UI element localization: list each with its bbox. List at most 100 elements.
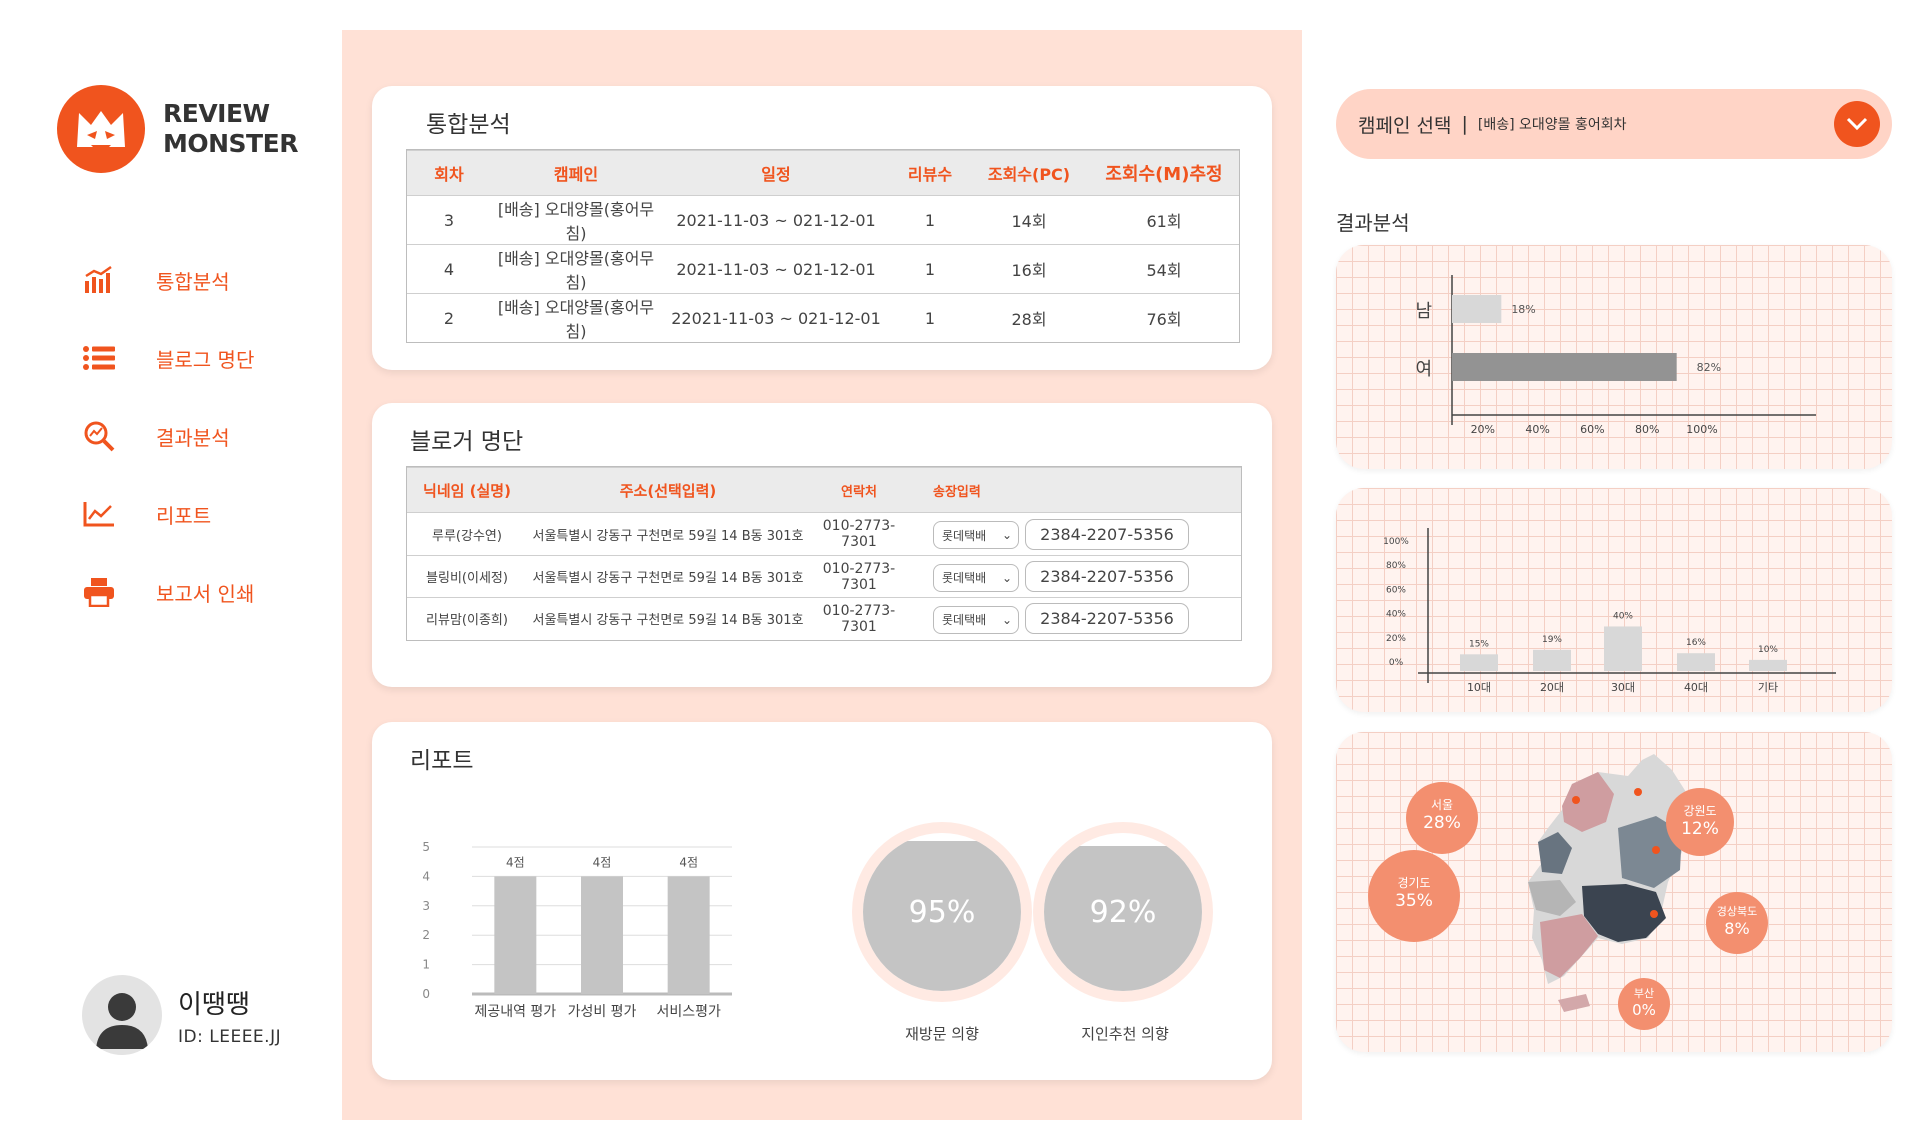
tracking-number-input[interactable]: 2384-2207-5356 [1025,603,1189,635]
brand-line-2: MONSTER [163,129,298,158]
age-bar [1533,649,1571,671]
sidebar-item-print-report[interactable]: 보고서 인쇄 [82,553,254,631]
bar-data-label: 15% [1469,639,1489,649]
age-bar [1460,654,1498,671]
blogger-table: 닉네임 (실명) 주소(선택입력) 연락처 송장입력 루루(강수연) 서울특별시… [406,466,1242,641]
region-bubble-gyeonggi[interactable]: 경기도 35% [1368,850,1460,942]
user-profile[interactable]: 이땡땡 ID: LEEEE.JJ [82,975,281,1055]
chevron-down-icon: ⌄ [1001,612,1012,627]
blogger-list-card: 블로거 명단 닉네임 (실명) 주소(선택입력) 연락처 송장입력 루루(강수연… [372,403,1272,687]
region-bubble-seoul[interactable]: 서울 28% [1406,782,1478,854]
age-chart-panel: 0% 20% 40% 60% 80% 100% 15% 10대 19% 20대 40% 30대 16% 4… [1336,488,1892,712]
table-row[interactable]: 2 [배송] 오대양몰(홍어무침) 22021-11-03 ~ 021-12-0… [407,293,1239,342]
table-header-row: 회차 캠페인 일정 리뷰수 조회수(PC) 조회수(M)추정 [407,150,1239,196]
y-tick-label: 100% [1383,537,1409,547]
carrier-value: 롯데택배 [942,613,987,628]
region-bubble-gangwon[interactable]: 강원도 12% [1666,788,1734,856]
cell-schedule: 2021-11-03 ~ 021-12-01 [676,210,876,230]
cell-nickname: 리뷰맘(이종희) [407,597,527,640]
region-value: 28% [1423,813,1461,833]
dropdown-button[interactable] [1834,101,1880,147]
cell-phone: 010-2773-7301 [809,597,909,640]
sidebar-item-result-analysis[interactable]: 결과분석 [82,397,254,475]
x-tick-label: 40% [1525,423,1549,436]
cell-campaign: [배송] 오대양몰(홍어무침) [491,293,661,342]
bar-data-label: 82% [1697,361,1721,374]
cell-views-mobile: 61회 [1146,212,1182,231]
revisit-value: 95% [908,895,976,930]
revisit-fill [863,840,1021,991]
cell-reviews: 1 [891,244,969,294]
cell-phone: 010-2773-7301 [822,518,896,550]
sidebar: REVIEW MONSTER 통합분석 블로그 명단 결과분석 [0,0,342,1130]
cell-phone: 010-2773-7301 [809,555,909,598]
cell-reviews: 1 [891,293,969,342]
revisit-ring: 95% [852,822,1032,1002]
cell-shipping: 롯데택배 ⌄ 2384-2207-5356 [909,513,1241,556]
carrier-value: 롯데택배 [942,528,987,543]
cell-views-pc: 14회 [1011,212,1047,231]
cell-nickname: 루루(강수연) [432,528,502,544]
x-tick-label: 20대 [1540,681,1564,694]
column-header: 회차 [407,150,491,196]
region-value: 0% [1632,1001,1656,1019]
recommend-label: 지인추천 의향 [1081,1025,1169,1043]
cell-round: 2 [407,293,491,342]
region-bubble-busan[interactable]: 부산 0% [1618,978,1670,1030]
brand-logo[interactable]: REVIEW MONSTER [57,85,298,173]
region-name: 서울 [1430,798,1454,812]
bar-data-label: 4점 [679,855,698,869]
column-header: 송장입력 [909,467,1241,513]
recommend-value: 92% [1089,895,1157,930]
sidebar-item-label: 통합분석 [156,269,230,294]
cell-address: 서울특별시 강동구 구천면로 59길 14 B동 301호 [527,555,809,598]
gender-chart-panel: 20% 40% 60% 80% 100% 18% 남 82% 여 [1336,245,1892,469]
tracking-number-input[interactable]: 2384-2207-5356 [1025,518,1189,550]
category-label: 남 [1415,301,1432,322]
table-row[interactable]: 블링비(이세정) 서울특별시 강동구 구천면로 59길 14 B동 301호 0… [407,555,1241,598]
bar-data-label: 4점 [506,855,525,869]
revisit-label: 재방문 의향 [905,1025,979,1043]
recommend-ring-inner: 92% [1044,833,1202,991]
table-row[interactable]: 루루(강수연) 서울특별시 강동구 구천면로 59길 14 B동 301호 01… [407,513,1241,556]
gender-bar [1452,353,1677,381]
x-tick-label: 80% [1635,423,1659,436]
gender-bar-chart: 20% 40% 60% 80% 100% 18% 남 82% 여 [1415,275,1816,436]
campaign-select-separator: | [1461,113,1468,135]
bar-data-label: 19% [1542,635,1562,645]
card-title: 통합분석 [426,112,511,138]
carrier-select[interactable]: 롯데택배 ⌄ [933,605,1019,634]
sidebar-item-label: 보고서 인쇄 [156,581,255,606]
region-bubble-gyeongbuk[interactable]: 경상북도 8% [1706,892,1768,954]
table-row[interactable]: 3 [배송] 오대양몰(홍어무침) 2021-11-03 ~ 021-12-01… [407,196,1239,245]
cell-schedule: 2021-11-03 ~ 021-12-01 [661,244,891,294]
bar-data-label: 40% [1613,611,1633,621]
carrier-select[interactable]: 롯데택배 ⌄ [933,521,1019,549]
cell-address: 서울특별시 강동구 구천면로 59길 14 B동 301호 [527,597,809,640]
x-tick-label: 서비스평가 [656,1004,721,1020]
sidebar-item-blog-list[interactable]: 블로그 명단 [82,319,254,397]
score-bar [581,876,623,994]
report-card: 리포트 0 1 2 3 4 5 4점 제공내역 평가 4점 가성비 평가 4점 서비스평가 95% 재… [372,722,1272,1080]
bar-data-label: 4점 [593,855,612,869]
table-row[interactable]: 리뷰맘(이종희) 서울특별시 강동구 구천면로 59길 14 B동 301호 0… [407,597,1241,640]
table-row[interactable]: 4 [배송] 오대양몰(홍어무침) 2021-11-03 ~ 021-12-01… [407,244,1239,294]
line-chart-icon [82,497,116,531]
bar-chart-icon [82,263,116,297]
carrier-select[interactable]: 롯데택배 ⌄ [933,563,1019,592]
tracking-number-input[interactable]: 2384-2207-5356 [1025,561,1189,592]
sidebar-item-integrated-analysis[interactable]: 통합분석 [82,241,254,319]
region-map-panel: 서울 28% 강원도 12% 경기도 35% 경상북도 8% 부산 0% [1336,732,1892,1052]
result-analysis-title: 결과분석 [1336,211,1410,235]
main-content: 통합분석 회차 캠페인 일정 리뷰수 조회수(PC) 조회수(M)추정 3 [342,30,1302,1120]
region-name: 경기도 [1397,876,1431,890]
card-title: 리포트 [410,748,474,774]
x-tick-label: 30대 [1611,681,1635,694]
sidebar-item-report[interactable]: 리포트 [82,475,254,553]
profile-name: 이땡땡 [178,989,250,1020]
list-icon [82,341,116,375]
campaign-select[interactable]: 캠페인 선택 | [배송] 오대양몰 홍어회차 [1336,89,1892,159]
y-tick-label: 1 [422,958,430,972]
bar-data-label: 10% [1758,645,1778,655]
